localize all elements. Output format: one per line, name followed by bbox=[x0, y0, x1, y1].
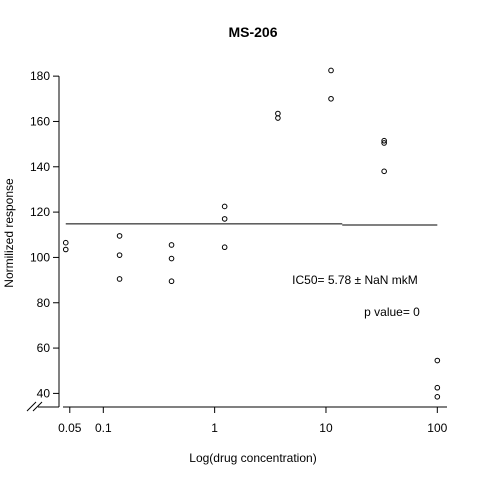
y-tick-label: 160 bbox=[30, 114, 50, 128]
y-tick-label: 120 bbox=[30, 205, 50, 219]
data-point bbox=[168, 242, 175, 248]
x-tick-label: 10 bbox=[319, 421, 333, 435]
x-tick-label: 1 bbox=[211, 421, 218, 435]
data-point bbox=[221, 244, 228, 251]
data-point bbox=[62, 239, 69, 246]
data-point bbox=[116, 276, 123, 282]
data-point bbox=[168, 278, 175, 285]
data-point bbox=[168, 255, 175, 262]
y-tick-label: 40 bbox=[37, 386, 51, 400]
data-point bbox=[328, 67, 334, 74]
data-point bbox=[434, 394, 441, 400]
y-axis: 40 60 80 100 120 140 160 180 bbox=[30, 69, 60, 407]
data-point bbox=[116, 252, 123, 258]
x-tick-label: 0.05 bbox=[58, 421, 82, 435]
x-axis-label: Log(drug concentration) bbox=[189, 451, 316, 465]
ic50-annotation: IC50= 5.78 ± NaN mkM bbox=[292, 273, 418, 287]
data-point bbox=[381, 140, 387, 146]
p-value-annotation: p value= 0 bbox=[364, 305, 420, 319]
x-tick-label: 100 bbox=[427, 421, 447, 435]
y-tick-label: 180 bbox=[30, 69, 50, 83]
y-tick-label: 140 bbox=[30, 160, 50, 174]
data-point bbox=[221, 203, 228, 210]
data-point bbox=[221, 216, 228, 222]
x-axis: 0.05 0.1 1 10 100 bbox=[26, 401, 448, 435]
plot-area bbox=[62, 67, 441, 400]
data-point bbox=[116, 233, 123, 239]
data-point bbox=[62, 246, 69, 253]
data-point bbox=[381, 168, 387, 175]
data-point bbox=[328, 95, 334, 102]
chart-title: MS-206 bbox=[228, 24, 277, 40]
y-tick-label: 100 bbox=[30, 250, 50, 264]
y-tick-label: 80 bbox=[37, 296, 51, 310]
y-axis-label: Normilized response bbox=[2, 178, 16, 288]
data-point bbox=[275, 115, 281, 121]
axis-break-mark bbox=[26, 401, 59, 412]
data-point bbox=[275, 110, 281, 117]
x-tick-label: 0.1 bbox=[95, 421, 112, 435]
data-point bbox=[434, 357, 441, 364]
data-point bbox=[381, 137, 387, 144]
data-point bbox=[434, 384, 441, 391]
y-tick-label: 60 bbox=[37, 341, 51, 355]
